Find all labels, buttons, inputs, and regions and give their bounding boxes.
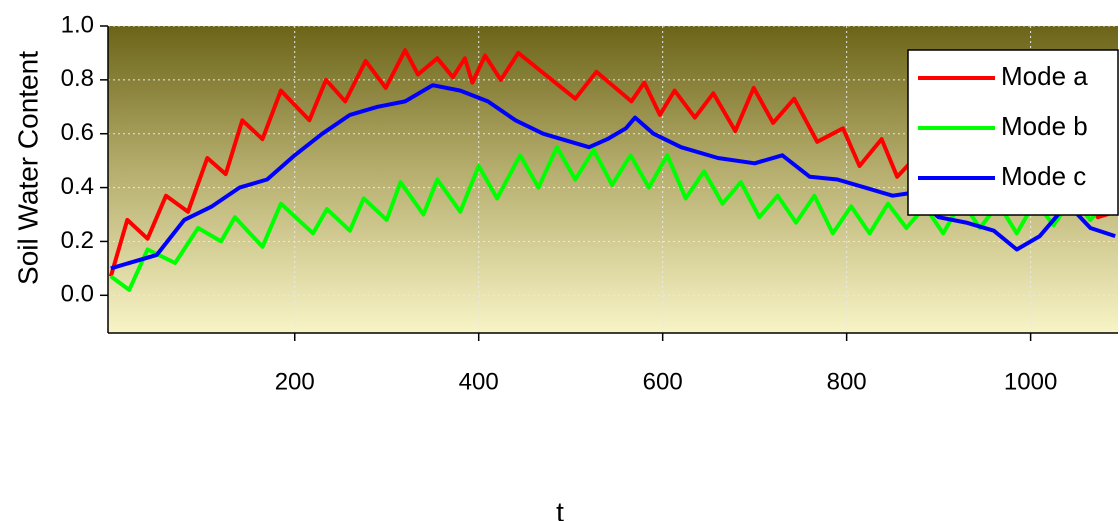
axes: 0.0 0.2 0.4 0.6 0.8 1.0 200 400 600 800 1000 (61, 11, 1118, 395)
x-tick-label: 600 (643, 368, 683, 395)
x-tick-label: 1000 (1004, 368, 1057, 395)
y-tick-label: 0.6 (61, 119, 94, 146)
y-tick-label: 0.0 (61, 281, 94, 308)
y-tick-label: 0.4 (61, 173, 94, 200)
y-tick-label: 0.8 (61, 65, 94, 92)
x-tick-label: 400 (459, 368, 499, 395)
series-line (110, 83, 1116, 271)
x-axis-label: t (556, 496, 564, 521)
x-tick-label: 800 (827, 368, 867, 395)
legend: Mode a Mode b Mode c (907, 49, 1119, 216)
x-tick-label: 200 (275, 368, 315, 395)
legend-label: Mode b (1001, 111, 1088, 141)
y-tick-label: 0.2 (61, 227, 94, 254)
y-tick-label: 1.0 (61, 11, 94, 38)
legend-label: Mode c (1001, 161, 1086, 191)
legend-label: Mode a (1001, 61, 1088, 91)
y-axis-label: Soil Water Content (12, 51, 43, 285)
